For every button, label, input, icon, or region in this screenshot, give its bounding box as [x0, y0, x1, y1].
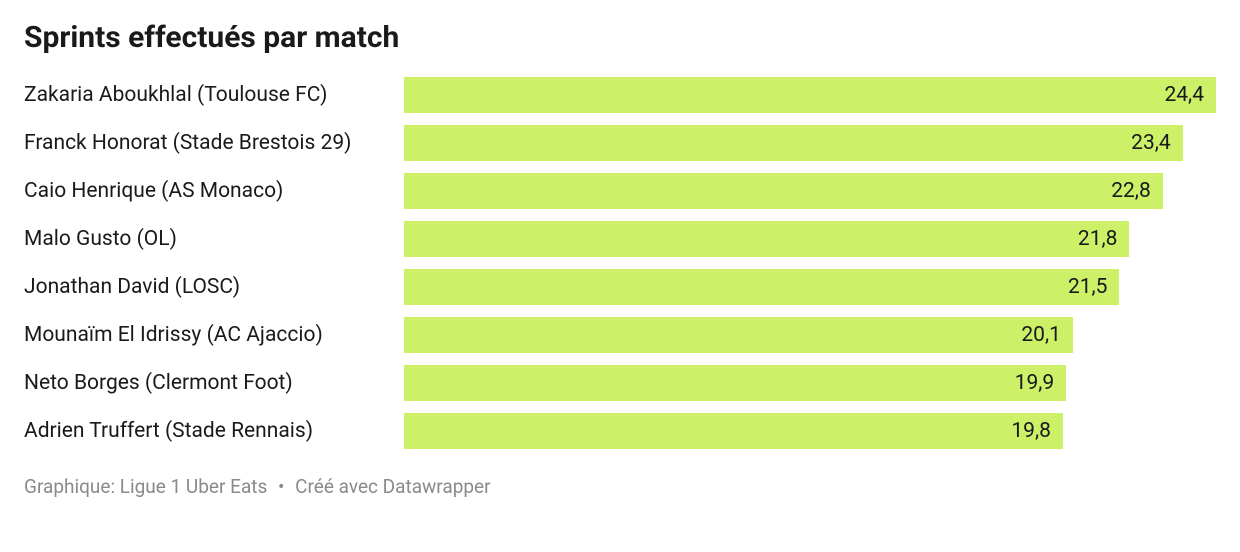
row-bar: 21,8	[404, 221, 1129, 257]
chart-row: Jonathan David (LOSC) 21,5	[24, 269, 1216, 305]
footer-separator: •	[278, 475, 284, 498]
row-value: 24,4	[1164, 83, 1204, 107]
row-bar: 24,4	[404, 77, 1216, 113]
row-value: 23,4	[1131, 131, 1171, 155]
chart-footer: Graphique: Ligue 1 Uber Eats • Créé avec…	[24, 475, 1216, 498]
row-label: Zakaria Aboukhlal (Toulouse FC)	[24, 83, 404, 107]
row-bar-area: 24,4	[404, 77, 1216, 113]
row-value: 21,5	[1068, 275, 1108, 299]
row-value: 22,8	[1111, 179, 1151, 203]
row-label: Caio Henrique (AS Monaco)	[24, 179, 404, 203]
chart-row: Mounaïm El Idrissy (AC Ajaccio) 20,1	[24, 317, 1216, 353]
row-value: 19,8	[1011, 419, 1051, 443]
row-value: 20,1	[1021, 323, 1061, 347]
row-bar-area: 19,9	[404, 365, 1216, 401]
row-label: Mounaïm El Idrissy (AC Ajaccio)	[24, 323, 404, 347]
chart-row: Franck Honorat (Stade Brestois 29) 23,4	[24, 125, 1216, 161]
row-bar-area: 21,5	[404, 269, 1216, 305]
chart-row: Caio Henrique (AS Monaco) 22,8	[24, 173, 1216, 209]
chart-row: Adrien Truffert (Stade Rennais) 19,8	[24, 413, 1216, 449]
row-label: Jonathan David (LOSC)	[24, 275, 404, 299]
row-bar: 19,9	[404, 365, 1066, 401]
row-bar-area: 22,8	[404, 173, 1216, 209]
chart-rows: Zakaria Aboukhlal (Toulouse FC) 24,4 Franc…	[24, 77, 1216, 449]
row-bar: 23,4	[404, 125, 1183, 161]
row-bar: 22,8	[404, 173, 1163, 209]
row-value: 21,8	[1078, 227, 1118, 251]
row-bar-area: 19,8	[404, 413, 1216, 449]
row-label: Neto Borges (Clermont Foot)	[24, 371, 404, 395]
chart-title: Sprints effectués par match	[24, 20, 1216, 55]
row-bar-area: 23,4	[404, 125, 1216, 161]
footer-source: Graphique: Ligue 1 Uber Eats	[24, 475, 267, 498]
row-bar: 20,1	[404, 317, 1073, 353]
row-bar: 21,5	[404, 269, 1119, 305]
row-bar-area: 21,8	[404, 221, 1216, 257]
chart-row: Malo Gusto (OL) 21,8	[24, 221, 1216, 257]
footer-credit: Créé avec Datawrapper	[295, 475, 490, 498]
row-bar-area: 20,1	[404, 317, 1216, 353]
chart-row: Neto Borges (Clermont Foot) 19,9	[24, 365, 1216, 401]
row-bar: 19,8	[404, 413, 1063, 449]
row-label: Adrien Truffert (Stade Rennais)	[24, 419, 404, 443]
row-value: 19,9	[1015, 371, 1055, 395]
row-label: Franck Honorat (Stade Brestois 29)	[24, 131, 404, 155]
chart-row: Zakaria Aboukhlal (Toulouse FC) 24,4	[24, 77, 1216, 113]
row-label: Malo Gusto (OL)	[24, 227, 404, 251]
